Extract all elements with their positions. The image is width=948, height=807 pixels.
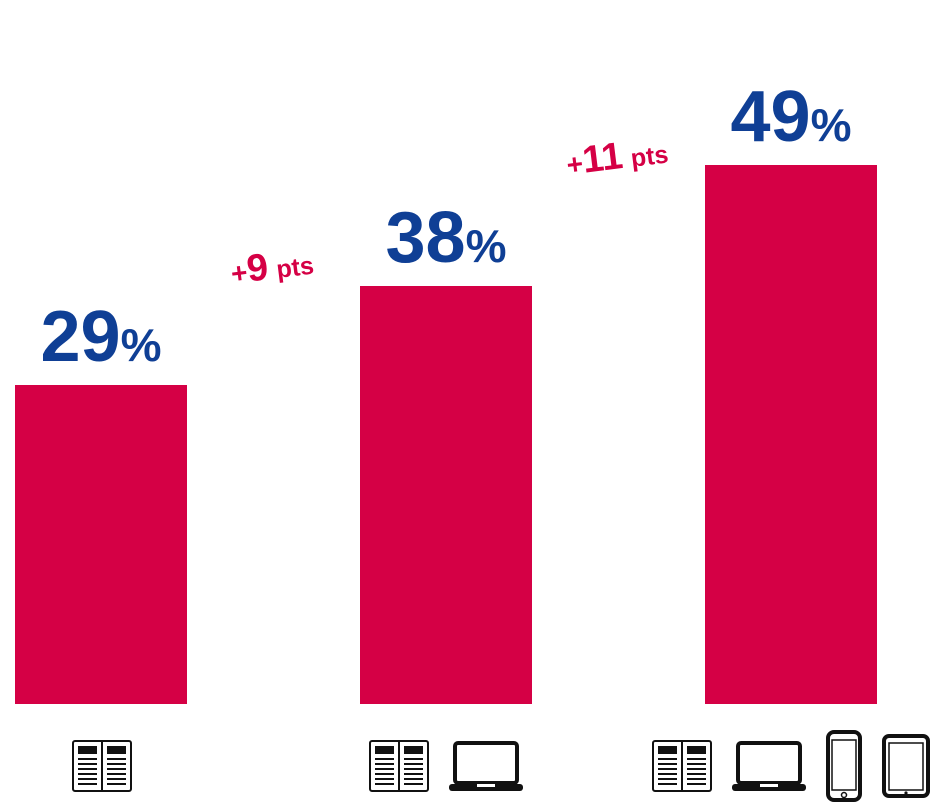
- bar-1: [15, 385, 187, 704]
- delta-label-1: +9 pts: [228, 241, 315, 293]
- value-label-3: 49%: [731, 77, 852, 157]
- smartphone-icon: [826, 730, 862, 802]
- bar-3: [705, 165, 877, 704]
- laptop-icon: [447, 741, 525, 793]
- newspaper-icon: [72, 740, 132, 792]
- value-label-1: 29%: [41, 297, 162, 377]
- newspaper-icon: [652, 740, 712, 792]
- newspaper-icon: [369, 740, 429, 792]
- delta-label-2: +11 pts: [564, 130, 670, 184]
- laptop-icon: [730, 741, 808, 793]
- value-label-2: 38%: [386, 198, 507, 278]
- tablet-icon: [882, 734, 930, 798]
- bar-2: [360, 286, 532, 704]
